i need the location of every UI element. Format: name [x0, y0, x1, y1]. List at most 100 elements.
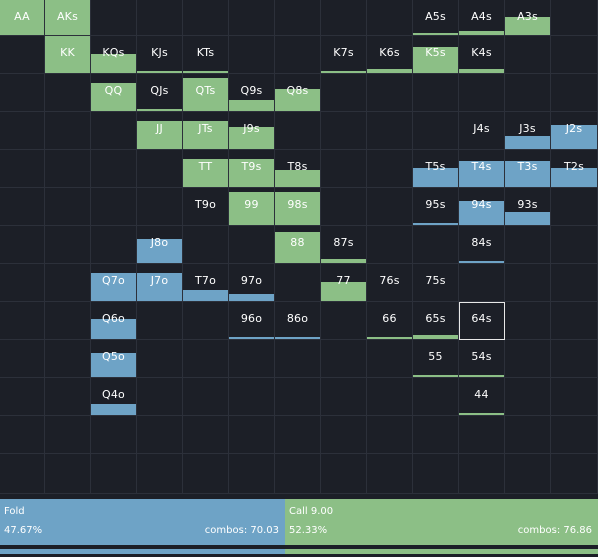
hand-cell-76s[interactable]: 76s	[367, 264, 413, 302]
hand-cell-empty[interactable]	[321, 302, 367, 340]
hand-cell-empty[interactable]	[45, 112, 91, 150]
hand-cell-93s[interactable]: 93s	[505, 188, 551, 226]
hand-cell-empty[interactable]	[229, 226, 275, 264]
hand-cell-tt[interactable]: TT	[183, 150, 229, 188]
hand-cell-kjs[interactable]: KJs	[137, 36, 183, 74]
hand-cell-empty[interactable]	[0, 264, 45, 302]
hand-cell-empty[interactable]	[321, 454, 367, 494]
hand-cell-empty[interactable]	[229, 454, 275, 494]
hand-cell-q9s[interactable]: Q9s	[229, 74, 275, 112]
hand-cell-empty[interactable]	[505, 416, 551, 454]
hand-cell-55[interactable]: 55	[413, 340, 459, 378]
hand-cell-empty[interactable]	[367, 188, 413, 226]
hand-cell-kk[interactable]: KK	[45, 36, 91, 74]
hand-cell-empty[interactable]	[321, 112, 367, 150]
hand-cell-t7o[interactable]: T7o	[183, 264, 229, 302]
hand-cell-75s[interactable]: 75s	[413, 264, 459, 302]
hand-cell-empty[interactable]	[45, 150, 91, 188]
hand-cell-empty[interactable]	[275, 112, 321, 150]
hand-cell-empty[interactable]	[91, 188, 137, 226]
hand-cell-a5s[interactable]: A5s	[413, 0, 459, 36]
hand-cell-a3s[interactable]: A3s	[505, 0, 551, 36]
hand-cell-q5o[interactable]: Q5o	[91, 340, 137, 378]
hand-cell-empty[interactable]	[45, 74, 91, 112]
hand-cell-t4s[interactable]: T4s	[459, 150, 505, 188]
hand-cell-empty[interactable]	[229, 36, 275, 74]
hand-cell-j8o[interactable]: J8o	[137, 226, 183, 264]
hand-cell-77[interactable]: 77	[321, 264, 367, 302]
hand-cell-empty[interactable]	[0, 226, 45, 264]
hand-cell-empty[interactable]	[551, 378, 598, 416]
hand-cell-empty[interactable]	[91, 416, 137, 454]
hand-cell-empty[interactable]	[459, 454, 505, 494]
hand-cell-empty[interactable]	[275, 264, 321, 302]
hand-cell-empty[interactable]	[551, 416, 598, 454]
hand-cell-empty[interactable]	[275, 378, 321, 416]
hand-cell-empty[interactable]	[367, 112, 413, 150]
hand-cell-empty[interactable]	[367, 416, 413, 454]
hand-cell-empty[interactable]	[229, 378, 275, 416]
hand-cell-empty[interactable]	[91, 0, 137, 36]
hand-cell-j3s[interactable]: J3s	[505, 112, 551, 150]
hand-cell-66[interactable]: 66	[367, 302, 413, 340]
hand-cell-empty[interactable]	[505, 454, 551, 494]
hand-cell-empty[interactable]	[551, 454, 598, 494]
hand-cell-empty[interactable]	[275, 454, 321, 494]
hand-cell-empty[interactable]	[551, 36, 598, 74]
hand-cell-empty[interactable]	[0, 112, 45, 150]
hand-cell-empty[interactable]	[413, 74, 459, 112]
hand-cell-empty[interactable]	[183, 454, 229, 494]
hand-cell-empty[interactable]	[183, 378, 229, 416]
hand-cell-empty[interactable]	[0, 150, 45, 188]
hand-cell-99[interactable]: 99	[229, 188, 275, 226]
hand-cell-j7o[interactable]: J7o	[137, 264, 183, 302]
hand-cell-97o[interactable]: 97o	[229, 264, 275, 302]
hand-cell-t9s[interactable]: T9s	[229, 150, 275, 188]
hand-cell-empty[interactable]	[183, 416, 229, 454]
hand-cell-t9o[interactable]: T9o	[183, 188, 229, 226]
hand-cell-empty[interactable]	[505, 378, 551, 416]
hand-cell-empty[interactable]	[45, 188, 91, 226]
hand-cell-empty[interactable]	[45, 264, 91, 302]
hand-cell-empty[interactable]	[505, 340, 551, 378]
hand-cell-empty[interactable]	[459, 416, 505, 454]
hand-cell-t8s[interactable]: T8s	[275, 150, 321, 188]
hand-cell-86o[interactable]: 86o	[275, 302, 321, 340]
hand-cell-empty[interactable]	[551, 226, 598, 264]
hand-cell-t3s[interactable]: T3s	[505, 150, 551, 188]
hand-cell-empty[interactable]	[91, 150, 137, 188]
hand-cell-empty[interactable]	[413, 112, 459, 150]
hand-cell-q6o[interactable]: Q6o	[91, 302, 137, 340]
hand-cell-98s[interactable]: 98s	[275, 188, 321, 226]
hand-cell-empty[interactable]	[505, 302, 551, 340]
hand-cell-96o[interactable]: 96o	[229, 302, 275, 340]
hand-cell-t2s[interactable]: T2s	[551, 150, 598, 188]
hand-cell-qq[interactable]: QQ	[91, 74, 137, 112]
hand-cell-empty[interactable]	[0, 188, 45, 226]
hand-cell-empty[interactable]	[275, 340, 321, 378]
hand-cell-empty[interactable]	[367, 340, 413, 378]
hand-cell-empty[interactable]	[459, 74, 505, 112]
hand-cell-empty[interactable]	[137, 150, 183, 188]
hand-cell-k6s[interactable]: K6s	[367, 36, 413, 74]
hand-cell-95s[interactable]: 95s	[413, 188, 459, 226]
hand-cell-qjs[interactable]: QJs	[137, 74, 183, 112]
hand-cell-empty[interactable]	[0, 302, 45, 340]
hand-cell-empty[interactable]	[551, 74, 598, 112]
hand-cell-empty[interactable]	[321, 416, 367, 454]
hand-cell-44[interactable]: 44	[459, 378, 505, 416]
hand-cell-empty[interactable]	[413, 454, 459, 494]
hand-cell-empty[interactable]	[367, 150, 413, 188]
hand-cell-empty[interactable]	[137, 454, 183, 494]
hand-cell-empty[interactable]	[229, 340, 275, 378]
call-summary[interactable]: Call 9.00 52.33% combos: 76.86	[285, 499, 598, 545]
hand-cell-empty[interactable]	[505, 264, 551, 302]
hand-cell-q7o[interactable]: Q7o	[91, 264, 137, 302]
hand-cell-empty[interactable]	[505, 74, 551, 112]
hand-cell-k5s[interactable]: K5s	[413, 36, 459, 74]
hand-cell-empty[interactable]	[321, 378, 367, 416]
hand-cell-empty[interactable]	[45, 454, 91, 494]
hand-cell-empty[interactable]	[229, 416, 275, 454]
hand-cell-empty[interactable]	[45, 340, 91, 378]
hand-cell-empty[interactable]	[183, 302, 229, 340]
